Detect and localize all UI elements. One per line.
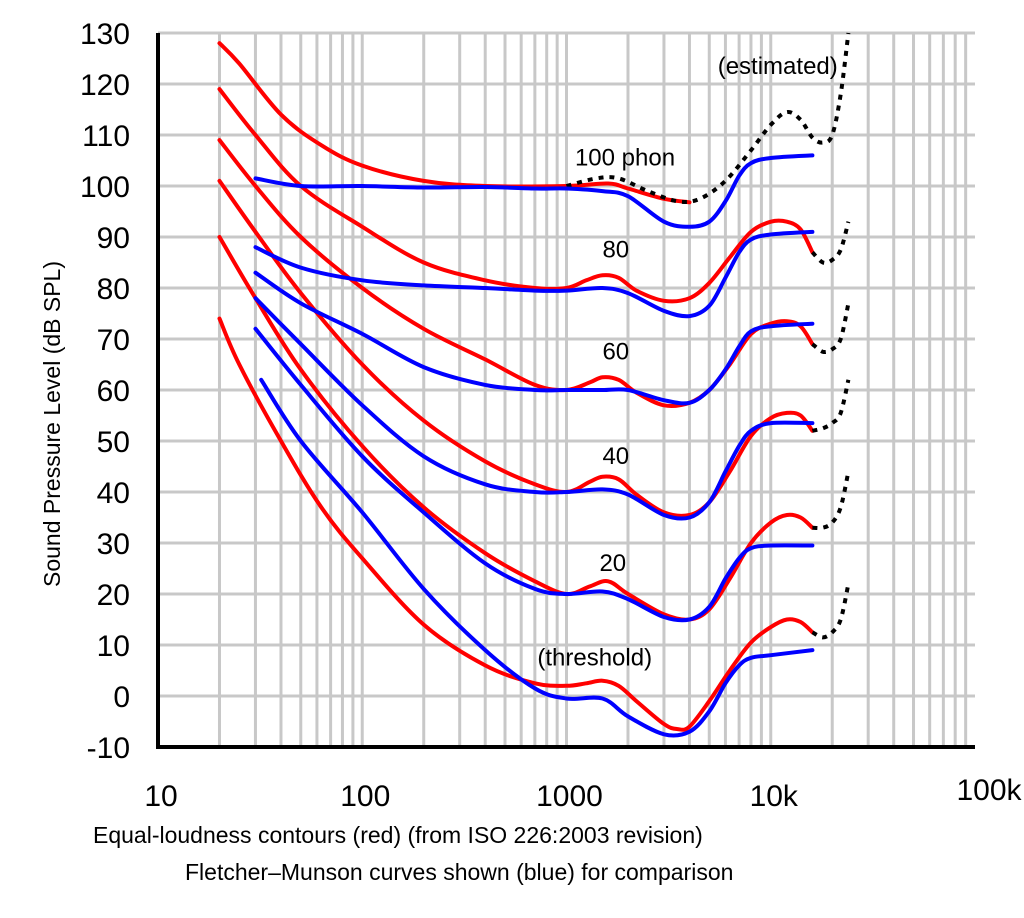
y-tick-label: -10 xyxy=(87,732,130,765)
annotation-label: 20 xyxy=(599,550,626,577)
estimated-curve-0 xyxy=(811,583,851,640)
fletcher-munson-curve-0 xyxy=(259,377,815,738)
y-tick-label: 10 xyxy=(97,630,130,663)
y-tick-label: 120 xyxy=(80,69,130,102)
y-tick-label: 20 xyxy=(97,579,130,612)
estimated-curve-100 xyxy=(565,32,851,204)
y-tick-label: 0 xyxy=(113,681,130,714)
annotation-label: 100 phon xyxy=(575,145,675,172)
fletcher-munson-curve-60 xyxy=(253,270,815,406)
x-tick-label: 100k xyxy=(956,774,1022,807)
annotations: (estimated) 100 phon 80 60 40 20 (threshold) xyxy=(537,53,837,672)
iso-226-curve-0 xyxy=(217,316,815,732)
annotation-label: (estimated) xyxy=(718,53,838,80)
y-tick-label: 110 xyxy=(82,120,130,153)
y-tick-label: 130 xyxy=(80,18,130,51)
annotation-label: 60 xyxy=(602,338,629,365)
fletcher-munson-curve-100 xyxy=(253,153,815,229)
x-tick-label: 100 xyxy=(340,780,390,813)
fletcher-munson-curve-20 xyxy=(253,326,815,623)
x-tick-label: 10 xyxy=(144,780,177,813)
y-tick-label: 90 xyxy=(97,222,130,255)
iso-226-curve-20 xyxy=(217,235,815,622)
estimated-curve-80 xyxy=(810,221,851,265)
axes xyxy=(156,33,975,749)
y-tick-label: 60 xyxy=(97,375,130,408)
estimated-curve-20 xyxy=(812,471,851,531)
curves xyxy=(217,32,851,738)
estimated-curve-60 xyxy=(811,302,851,355)
y-tick-label: 80 xyxy=(97,273,130,306)
y-axis-label: Sound Pressure Level (dB SPL) xyxy=(39,261,65,587)
fletcher-munson-curve-40 xyxy=(253,296,815,521)
caption-line-2: Fletcher–Munson curves shown (blue) for … xyxy=(185,859,734,885)
annotation-label: 40 xyxy=(602,443,629,470)
caption-line-1: Equal-loudness contours (red) (from ISO … xyxy=(93,822,703,848)
iso-226-curve-40 xyxy=(217,178,815,518)
fletcher-munson-curve-80 xyxy=(253,229,815,319)
y-tick-label: 30 xyxy=(97,528,130,561)
iso-226-curve-100 xyxy=(217,41,692,205)
y-tick-label: 40 xyxy=(97,477,130,510)
y-tick-label: 50 xyxy=(97,426,130,459)
annotation-label: (threshold) xyxy=(537,644,652,671)
annotation-label: 80 xyxy=(602,236,629,263)
estimated-curve-40 xyxy=(811,379,851,433)
x-tick-label: 10k xyxy=(750,780,799,813)
x-tick-label: 1000 xyxy=(536,780,603,813)
y-tick-label: 70 xyxy=(97,324,130,357)
iso-226-curve-80 xyxy=(217,87,815,304)
y-tick-label: 100 xyxy=(80,171,130,204)
